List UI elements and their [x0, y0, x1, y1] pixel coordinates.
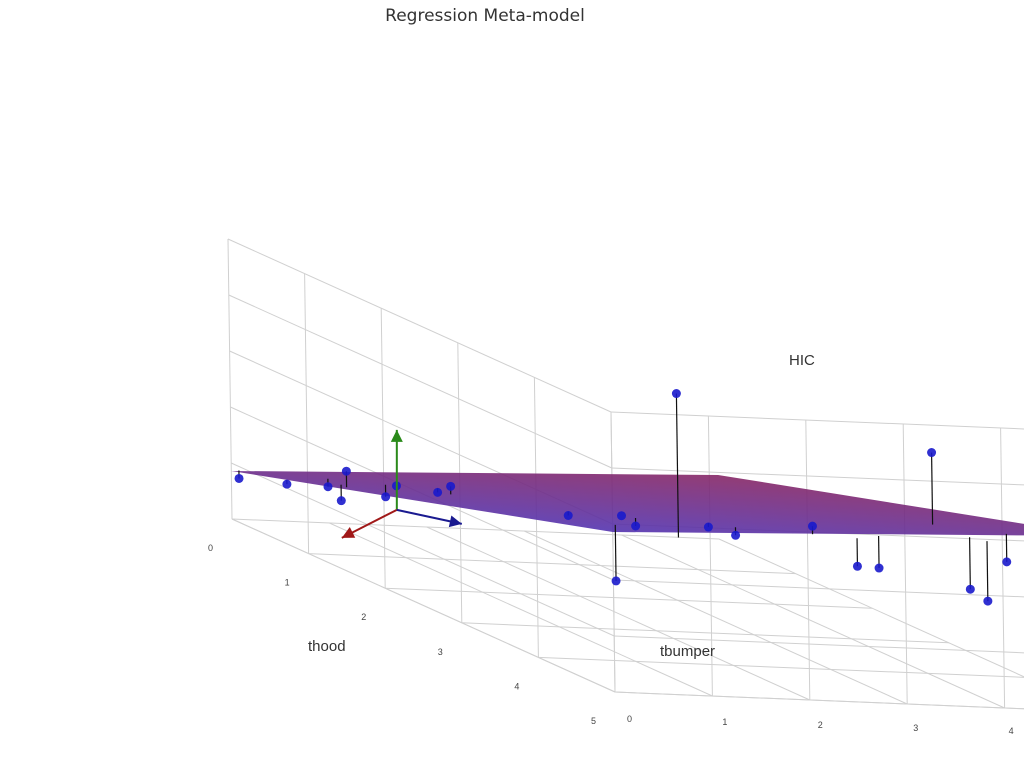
grid-line — [523, 530, 908, 705]
grid-line — [231, 518, 720, 540]
grid-line — [610, 411, 616, 693]
data-point[interactable] — [874, 563, 884, 573]
x-tick-label: 2 — [361, 612, 366, 622]
y-tick-label: 1 — [722, 717, 727, 727]
grid-line — [228, 294, 613, 469]
grid-layer — [227, 238, 1024, 710]
grid-line — [538, 656, 1024, 678]
x-tick-label: 4 — [514, 681, 519, 691]
residual-line — [986, 541, 989, 602]
data-point[interactable] — [336, 496, 346, 506]
x-tick-label: 5 — [591, 716, 596, 726]
data-point[interactable] — [631, 521, 641, 531]
grid-line — [426, 526, 811, 701]
grid-line — [718, 538, 1024, 678]
data-point[interactable] — [703, 522, 713, 532]
data-point[interactable] — [323, 482, 333, 492]
grid-line — [614, 635, 1024, 654]
x-tick-label: 0 — [208, 543, 213, 553]
data-point[interactable] — [433, 487, 443, 497]
grid-line — [231, 518, 616, 693]
grid-line — [805, 419, 811, 701]
z-axis-label: HIC — [789, 352, 815, 369]
data-point[interactable] — [234, 473, 244, 483]
data-point[interactable] — [563, 511, 573, 520]
orientation-axes — [341, 429, 463, 539]
grid-line — [707, 415, 713, 697]
residual-line — [614, 524, 617, 581]
residual-line — [675, 393, 680, 538]
y-tick-label: 2 — [818, 720, 823, 730]
grid-line — [227, 238, 233, 520]
x-axis-label: thood — [308, 638, 346, 655]
z-orientation-arrow-head — [390, 429, 403, 442]
data-point[interactable] — [731, 530, 741, 540]
grid-line — [614, 691, 1024, 710]
grid-line — [304, 273, 310, 554]
y-axis-label: tbumper — [660, 643, 715, 660]
regression-plane — [231, 471, 1024, 536]
data-point[interactable] — [807, 521, 817, 531]
grid-line — [329, 522, 713, 697]
y-tick-label: 4 — [1009, 726, 1014, 736]
data-point[interactable] — [671, 389, 681, 399]
grid-line — [230, 462, 615, 637]
grid-line — [611, 467, 1024, 486]
grid-line — [227, 238, 612, 413]
regression-surface — [231, 471, 1024, 536]
x-tick-label: 3 — [438, 647, 443, 657]
chart-title: Regression Meta-model — [385, 6, 585, 26]
data-point[interactable] — [381, 492, 391, 502]
grid-line — [308, 553, 796, 575]
y-tick-label: 3 — [913, 723, 918, 733]
tick-labels: 0123450123450140280420560700 — [208, 543, 1014, 736]
x-tick-label: 1 — [285, 578, 290, 588]
data-point[interactable] — [927, 448, 937, 458]
data-point[interactable] — [611, 576, 621, 586]
grid-line — [610, 411, 1024, 430]
y-orientation-arrow-head — [448, 515, 462, 528]
grid-line — [902, 423, 908, 705]
data-point[interactable] — [852, 561, 862, 571]
data-point[interactable] — [617, 511, 627, 521]
data-point[interactable] — [341, 466, 351, 476]
y-tick-label: 0 — [627, 714, 632, 724]
grid-line — [461, 622, 949, 644]
data-point[interactable] — [1002, 557, 1012, 567]
x-orientation-arrow-head — [341, 527, 356, 538]
data-point[interactable] — [983, 596, 993, 606]
grid-line — [1000, 427, 1006, 709]
grid-line — [621, 534, 1005, 709]
grid-line — [613, 579, 1024, 598]
data-point[interactable] — [965, 584, 975, 594]
data-point[interactable] — [282, 479, 292, 489]
residual-line — [930, 452, 934, 525]
residual-line — [968, 537, 971, 590]
data-point[interactable] — [446, 481, 456, 491]
grid-line — [380, 308, 386, 589]
data-points — [234, 389, 1012, 606]
grid-line — [385, 587, 873, 609]
